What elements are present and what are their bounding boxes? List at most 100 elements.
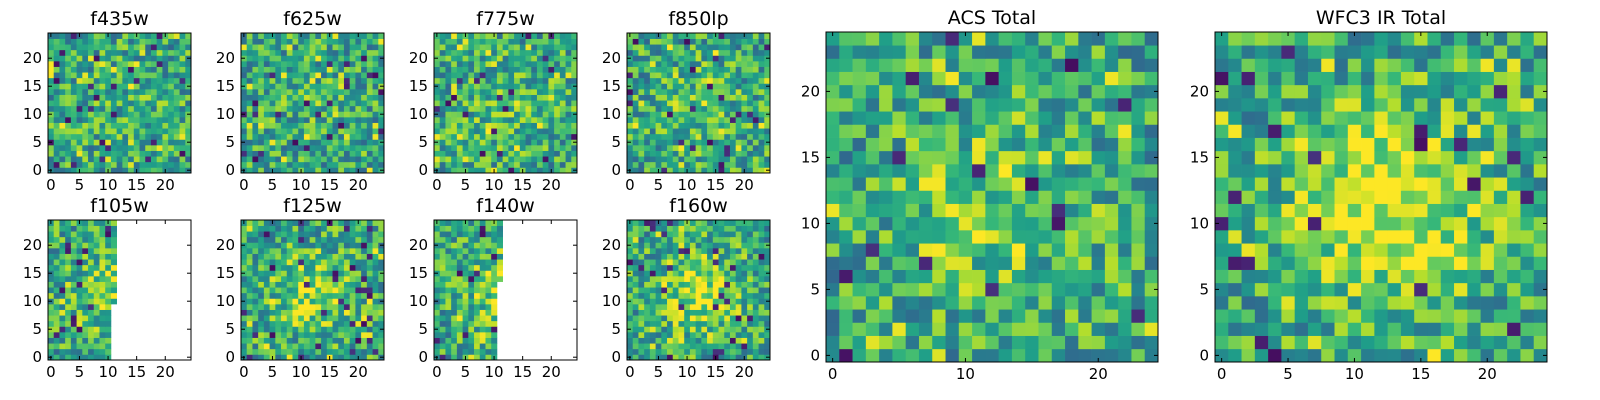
heatmap-cell	[59, 94, 66, 101]
heatmap-cell	[378, 117, 385, 123]
heatmap-cell	[263, 292, 270, 299]
heatmap-cell	[366, 111, 373, 118]
heatmap-cell	[678, 128, 685, 135]
heatmap-cell	[764, 33, 771, 39]
heatmap-cell	[338, 220, 345, 226]
heatmap-cell	[972, 296, 986, 310]
heatmap-cell	[644, 117, 651, 123]
heatmap-cell	[338, 61, 345, 67]
heatmap-cell	[145, 167, 152, 174]
heatmap-cell	[684, 309, 691, 316]
heatmap-cell	[519, 94, 526, 101]
heatmap-cell	[638, 145, 645, 151]
heatmap-cell	[502, 72, 509, 79]
heatmap-cell	[678, 33, 685, 39]
heatmap-cell	[514, 133, 521, 140]
heatmap-cell	[343, 77, 351, 84]
heatmap-cell	[701, 89, 708, 95]
heatmap-cell	[741, 61, 748, 67]
heatmap-cell	[627, 332, 634, 338]
heatmap-cell	[485, 259, 492, 266]
heatmap-cell	[474, 111, 481, 118]
heatmap-cell	[139, 33, 146, 39]
heatmap-cell	[303, 33, 310, 39]
heatmap-cell	[258, 298, 265, 305]
heatmap-cell	[752, 72, 759, 79]
heatmap-cell	[173, 128, 180, 135]
heatmap-cell	[758, 242, 765, 249]
heatmap-cell	[1038, 203, 1053, 218]
heatmap-cell	[735, 117, 742, 123]
heatmap-cell	[655, 248, 662, 254]
heatmap-cell	[298, 343, 305, 350]
heatmap-cell	[554, 94, 561, 101]
x-tick-label: 20	[349, 363, 368, 381]
heatmap-cell	[571, 72, 578, 79]
heatmap-cell	[53, 242, 60, 249]
heatmap-cell	[972, 164, 986, 178]
heatmap-cell	[48, 61, 55, 67]
heatmap-cell	[695, 220, 702, 226]
heatmap-cell	[252, 89, 259, 95]
heatmap-cell	[263, 304, 270, 310]
heatmap-cell	[82, 105, 89, 112]
heatmap-cell	[93, 94, 100, 101]
heatmap-cell	[468, 231, 475, 238]
heatmap-cell	[343, 225, 351, 232]
heatmap-cell	[496, 276, 503, 282]
heatmap-cell	[496, 133, 503, 140]
heatmap-cell	[439, 292, 446, 299]
heatmap-cell	[958, 335, 973, 350]
heatmap-cell	[627, 231, 634, 238]
y-tick-label: 10	[409, 105, 428, 123]
heatmap-cell	[59, 38, 66, 45]
heatmap-cell	[1131, 177, 1146, 191]
heatmap-cell	[53, 220, 60, 226]
heatmap-cell	[378, 220, 385, 226]
heatmap-cell	[1131, 322, 1146, 336]
heatmap-cell	[349, 320, 356, 327]
heatmap-cell	[349, 354, 356, 361]
heatmap-cell	[644, 156, 651, 163]
heatmap-cell	[378, 320, 385, 327]
heatmap-cell	[451, 259, 458, 266]
heatmap-cell	[724, 242, 731, 249]
heatmap-cell	[434, 156, 441, 163]
heatmap-cell	[672, 161, 679, 168]
heatmap-cell	[479, 281, 486, 288]
heatmap-cell	[672, 83, 679, 90]
heatmap-cell	[321, 89, 328, 95]
heatmap-cell	[326, 320, 333, 327]
heatmap-cell	[88, 264, 95, 271]
heatmap-cell	[65, 111, 72, 118]
heatmap-cell	[747, 292, 754, 299]
heatmap-cell	[701, 287, 708, 294]
heatmap-cell	[554, 49, 561, 56]
heatmap-cell	[150, 72, 158, 79]
heatmap-cell	[252, 49, 259, 56]
heatmap-cell	[655, 55, 662, 62]
heatmap-cell	[655, 326, 662, 333]
heatmap-cell	[173, 44, 180, 51]
heatmap-cell	[133, 94, 140, 101]
heatmap-cell	[559, 61, 566, 67]
heatmap-cell	[439, 38, 446, 45]
heatmap-cell	[82, 66, 89, 73]
heatmap-cell	[252, 111, 259, 118]
heatmap-cell	[269, 343, 276, 350]
heatmap-cell	[1118, 203, 1132, 218]
heatmap-cell	[1104, 269, 1119, 284]
heatmap-cell	[99, 259, 106, 266]
heatmap-cell	[456, 61, 463, 67]
heatmap-cell	[445, 55, 452, 62]
heatmap-cell	[246, 248, 253, 254]
heatmap-cell	[439, 343, 446, 350]
heatmap-cell	[712, 320, 719, 327]
heatmap-cell	[355, 270, 362, 277]
heatmap-cell	[252, 298, 259, 305]
heatmap-cell	[701, 105, 708, 112]
heatmap-cell	[456, 264, 463, 271]
heatmap-cell	[303, 77, 310, 84]
heatmap-cell	[514, 83, 521, 90]
heatmap-cell	[116, 33, 123, 39]
